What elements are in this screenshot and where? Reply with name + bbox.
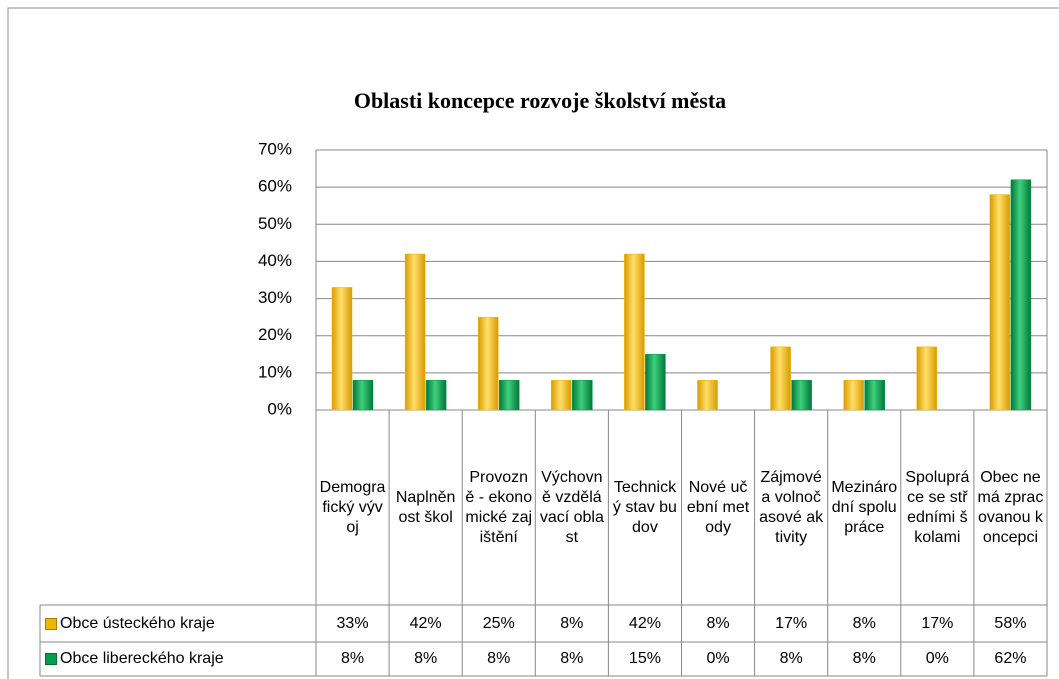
bar	[770, 346, 791, 411]
y-tick-label: 0%	[267, 399, 292, 418]
table-value: 8%	[340, 650, 365, 667]
category-label: Demografický vývoj	[319, 478, 386, 536]
y-tick-label: 50%	[258, 214, 292, 233]
category-label: Nové učební metody	[686, 478, 750, 536]
table-value: 62%	[994, 650, 1027, 667]
bar	[425, 380, 447, 411]
table-value: 8%	[487, 650, 511, 667]
bar	[352, 380, 374, 411]
bar	[477, 316, 499, 411]
y-tick-label: 30%	[258, 288, 292, 307]
bar	[645, 354, 666, 411]
table-value: 8%	[560, 650, 584, 667]
chart-title: Oblasti koncepce rozvoje školství města	[354, 88, 726, 113]
bar	[551, 380, 572, 411]
bar	[843, 380, 864, 411]
table-value: 58%	[994, 614, 1027, 632]
y-tick-label: 20%	[258, 325, 292, 344]
bar	[572, 380, 593, 411]
table-value: 8%	[414, 650, 438, 667]
table-value: 17%	[921, 614, 954, 632]
category-label: Zájmové a volnočasové aktivity	[759, 468, 824, 546]
bar	[1010, 179, 1032, 411]
legend-label: Obce ústeckého kraje	[60, 614, 215, 632]
table-value: 0%	[925, 650, 949, 667]
table-value: 8%	[706, 614, 730, 632]
table-value: 8%	[852, 650, 876, 667]
bar	[697, 380, 718, 411]
y-tick-label: 40%	[258, 251, 292, 270]
bar	[989, 194, 1011, 411]
bar	[498, 380, 520, 411]
table-value: 15%	[628, 650, 661, 667]
category-label: Obec nemá zpracovanou koncepci	[977, 468, 1044, 546]
category-label: Výchovně vzdělávací oblast	[539, 468, 604, 546]
table-value: 33%	[336, 614, 369, 632]
table-value: 8%	[560, 614, 584, 632]
table-value: 25%	[482, 614, 515, 632]
y-tick-label: 70%	[258, 139, 292, 158]
y-tick-label: 60%	[258, 177, 292, 196]
legend-label: Obce libereckého kraje	[60, 650, 224, 667]
legend-entry: Obce libereckého kraje	[40, 642, 224, 676]
bar	[916, 346, 938, 411]
table-value: 0%	[706, 650, 730, 667]
category-label: Spolupráce se středními školami	[905, 468, 970, 546]
bar	[791, 380, 812, 411]
frame	[7, 7, 1059, 679]
legend-swatch	[45, 653, 57, 665]
legend-entry: Obce ústeckého kraje	[40, 605, 215, 642]
table-value: 17%	[775, 614, 808, 632]
table-value: 42%	[409, 614, 442, 632]
category-label: Technický stav budov	[612, 478, 677, 536]
bar	[331, 287, 353, 411]
y-tick-label: 10%	[258, 362, 292, 381]
table-value: 42%	[628, 614, 661, 632]
table-value: 8%	[779, 650, 803, 667]
table-value: 8%	[852, 614, 876, 632]
category-label: Provozně - ekonomické zajištění	[465, 468, 533, 546]
bar	[404, 253, 426, 411]
category-label: Naplněnost škol	[395, 488, 456, 526]
category-label: Mezinárodní spolupráce	[831, 478, 898, 536]
bar	[624, 253, 645, 411]
bar	[864, 380, 885, 411]
legend-swatch	[45, 617, 57, 630]
